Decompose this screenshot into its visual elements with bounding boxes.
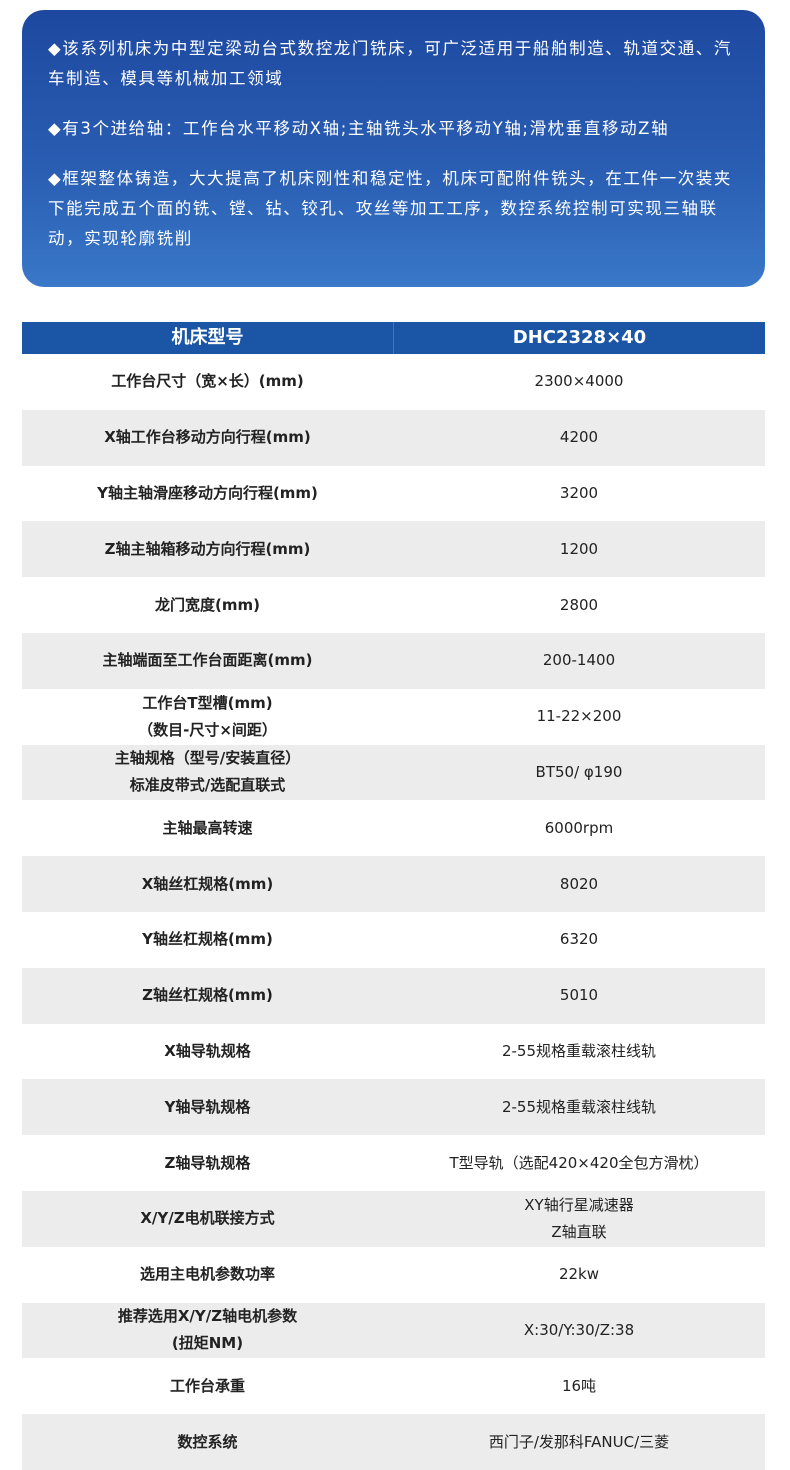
spec-name: 龙门宽度(mm) — [155, 595, 260, 614]
intro-paragraph: ◆该系列机床为中型定梁动台式数控龙门铣床，可广泛适用于船舶制造、轨道交通、汽车制… — [48, 39, 732, 88]
spec-value: 6000rpm — [544, 818, 614, 837]
spec-value: 西门子/发那科FANUC/三菱 — [488, 1432, 670, 1451]
header-cell: 机床型号 — [22, 322, 394, 354]
spec-name: 推荐选用X/Y/Z轴电机参数 (扭矩NM) — [117, 1307, 298, 1353]
table-row: 龙门宽度(mm) 2800 — [22, 577, 765, 633]
table-row: X轴导轨规格 2-55规格重载滚柱线轨 — [22, 1024, 765, 1080]
spec-value: XY轴行星减速器 Z轴直联 — [524, 1195, 634, 1241]
spec-name: Y轴导轨规格 — [164, 1097, 251, 1116]
table-row: 主轴最高转速 6000rpm — [22, 800, 765, 856]
table-row: 推荐选用X/Y/Z轴电机参数 (扭矩NM) X:30/Y:30/Z:38 — [22, 1302, 765, 1359]
spec-name: X/Y/Z电机联接方式 — [140, 1209, 275, 1228]
spec-name: Z轴丝杠规格(mm) — [142, 986, 273, 1005]
spec-value: 4200 — [559, 428, 599, 447]
spec-value: 2800 — [559, 595, 599, 614]
spec-name: Z轴主轴箱移动方向行程(mm) — [104, 539, 311, 558]
spec-value: 2-55规格重载滚柱线轨 — [501, 1041, 657, 1060]
spec-name: 主轴端面至工作台面距离(mm) — [102, 651, 313, 670]
spec-value: 22kw — [558, 1265, 600, 1284]
table-row: Z轴丝杠规格(mm) 5010 — [22, 967, 765, 1024]
spec-name: 工作台承重 — [169, 1376, 245, 1395]
spec-value: BT50/ φ190 — [535, 762, 623, 781]
table-row: Y轴主轴滑座移动方向行程(mm) 3200 — [22, 466, 765, 522]
spec-value: 1200 — [559, 539, 599, 558]
spec-name: Z轴导轨规格 — [164, 1153, 251, 1172]
spec-value: T型导轨（选配420×420全包方滑枕） — [449, 1153, 709, 1172]
spec-name: 主轴规格（型号/安装直径） 标准皮带式/选配直联式 — [114, 749, 301, 795]
intro-paragraph: ◆有3个进给轴：工作台水平移动X轴;主轴铣头水平移动Y轴;滑枕垂直移动Z轴 — [48, 119, 670, 138]
intro-paragraph: ◆框架整体铸造，大大提高了机床刚性和稳定性，机床可配附件铣头，在工件一次装夹下能… — [48, 169, 732, 248]
spec-name: 工作台T型槽(mm) （数目-尺寸×间距） — [138, 693, 277, 739]
table-row: 工作台承重 16吨 — [22, 1358, 765, 1414]
table-row: Z轴导轨规格 T型导轨（选配420×420全包方滑枕） — [22, 1135, 765, 1191]
spec-name: X轴导轨规格 — [164, 1041, 251, 1060]
spec-name: 选用主电机参数功率 — [139, 1265, 275, 1284]
spec-value: 16吨 — [561, 1376, 597, 1395]
spec-value: 11-22×200 — [536, 707, 622, 726]
table-row: X轴丝杠规格(mm) 8020 — [22, 856, 765, 912]
intro-panel: ◆该系列机床为中型定梁动台式数控龙门铣床，可广泛适用于船舶制造、轨道交通、汽车制… — [22, 10, 765, 287]
spec-value: 3200 — [559, 483, 599, 502]
spec-value: 5010 — [559, 986, 599, 1005]
table-row: X轴工作台移动方向行程(mm) 4200 — [22, 409, 765, 466]
table-row: Y轴丝杠规格(mm) 6320 — [22, 912, 765, 968]
spec-name: X轴丝杠规格(mm) — [141, 874, 274, 893]
spec-value: 6320 — [559, 930, 599, 949]
spec-name: 工作台尺寸（宽×长）(mm) — [111, 372, 304, 391]
spec-value: 2300×4000 — [534, 372, 624, 391]
table-row: 选用主电机参数功率 22kw — [22, 1247, 765, 1303]
spec-value: 200-1400 — [542, 651, 616, 670]
table-row: 数控系统 西门子/发那科FANUC/三菱 — [22, 1414, 765, 1470]
table-row: 工作台T型槽(mm) （数目-尺寸×间距） 11-22×200 — [22, 689, 765, 745]
table-row: Z轴主轴箱移动方向行程(mm) 1200 — [22, 521, 765, 578]
spec-value: 8020 — [559, 874, 599, 893]
table-row: Y轴导轨规格 2-55规格重载滚柱线轨 — [22, 1079, 765, 1136]
table-header: 机床型号 DHC2328×40 — [22, 322, 765, 354]
spec-name: 数控系统 — [177, 1432, 238, 1451]
spec-name: X轴工作台移动方向行程(mm) — [104, 428, 311, 447]
spec-name: Y轴丝杠规格(mm) — [142, 930, 273, 949]
table-row: X/Y/Z电机联接方式 XY轴行星减速器 Z轴直联 — [22, 1190, 765, 1247]
header-cell: DHC2328×40 — [512, 327, 647, 348]
table-row: 主轴规格（型号/安装直径） 标准皮带式/选配直联式 BT50/ φ190 — [22, 744, 765, 801]
spec-table: 机床型号 DHC2328×40 工作台尺寸（宽×长）(mm) 2300×4000 X轴工… — [22, 322, 765, 1470]
spec-value: 2-55规格重载滚柱线轨 — [501, 1097, 657, 1116]
spec-name: 主轴最高转速 — [162, 818, 253, 837]
spec-name: Y轴主轴滑座移动方向行程(mm) — [97, 483, 318, 502]
table-row: 主轴端面至工作台面距离(mm) 200-1400 — [22, 632, 765, 689]
table-row: 工作台尺寸（宽×长）(mm) 2300×4000 — [22, 354, 765, 410]
spec-value: X:30/Y:30/Z:38 — [523, 1320, 635, 1339]
